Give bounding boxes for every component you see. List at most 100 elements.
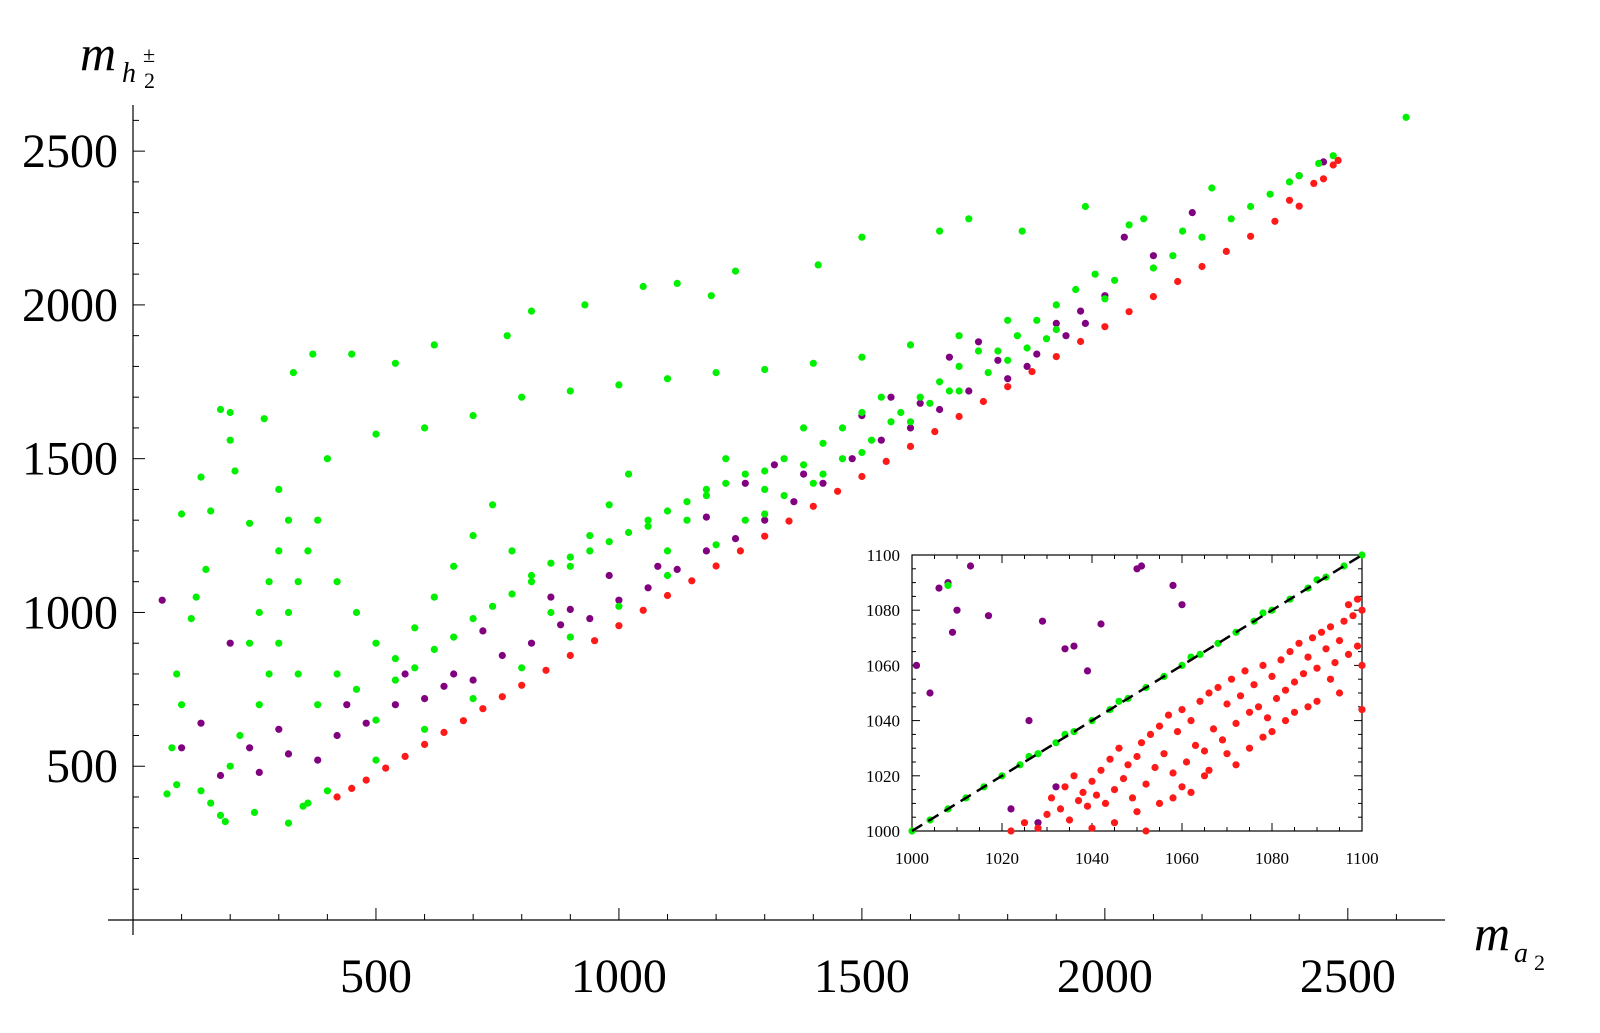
data-point: [1295, 172, 1303, 180]
inset-data-point: [1034, 824, 1042, 832]
data-point: [615, 381, 623, 389]
inset-data-point: [1358, 706, 1366, 714]
inset-data-point: [1034, 819, 1042, 827]
data-point: [265, 578, 273, 586]
inset-y-tick-label: 1080: [866, 601, 900, 620]
data-point: [906, 418, 915, 426]
data-point: [372, 756, 380, 764]
inset-data-point: [1137, 739, 1146, 747]
data-point: [391, 359, 399, 367]
inset-data-point: [1205, 689, 1213, 697]
data-point: [761, 467, 769, 475]
data-point: [819, 470, 827, 478]
inset-data-point: [1304, 653, 1312, 661]
inset-data-point: [1250, 681, 1258, 689]
data-point: [498, 693, 506, 701]
data-point: [868, 436, 876, 444]
inset-data-point: [1326, 675, 1335, 683]
data-point: [615, 602, 623, 610]
y-axis-label-var: m: [80, 25, 116, 81]
data-point: [916, 399, 924, 407]
inset-data-point: [1043, 810, 1051, 819]
data-point: [882, 457, 890, 465]
data-point: [255, 608, 263, 617]
data-point: [527, 307, 536, 315]
main-axes: [108, 105, 1445, 935]
data-point: [1329, 161, 1337, 169]
data-point: [352, 608, 361, 617]
data-point: [1004, 356, 1012, 364]
data-point: [586, 547, 594, 555]
data-point: [1208, 184, 1216, 192]
inset-data-point: [1353, 595, 1362, 603]
data-point: [163, 790, 171, 798]
inset-data-point: [1196, 650, 1204, 659]
data-point: [688, 577, 696, 585]
data-point: [906, 442, 915, 450]
data-point: [284, 750, 293, 758]
inset-x-tick-label: 1020: [985, 849, 1019, 868]
data-point: [790, 498, 798, 506]
data-point: [1101, 323, 1109, 331]
data-point: [566, 605, 574, 614]
data-point: [722, 479, 730, 487]
inset-data-point: [1110, 819, 1119, 827]
inset-y-tick-label: 1020: [866, 767, 900, 786]
data-point: [702, 547, 711, 555]
data-point: [314, 701, 322, 709]
inset-chart: 1000 1020 1040 1060 1080 1100 1000 1020 1040 1060…: [866, 546, 1379, 868]
data-point: [1315, 159, 1323, 167]
data-point: [1227, 215, 1235, 223]
data-point: [877, 393, 885, 401]
inset-data-point: [1200, 772, 1209, 780]
data-point: [275, 485, 283, 493]
data-point: [965, 215, 973, 223]
data-point: [936, 378, 944, 386]
data-point: [1222, 247, 1230, 255]
data-point: [838, 455, 847, 463]
data-point: [294, 578, 302, 586]
inset-diagonal-reference-line: [911, 553, 1363, 833]
inset-x-tick-label: 1080: [1255, 849, 1289, 868]
data-point: [945, 387, 954, 395]
data-point: [644, 522, 652, 530]
data-point: [1042, 335, 1051, 343]
inset-data-point: [1146, 730, 1155, 739]
data-point: [333, 578, 341, 586]
data-point: [372, 430, 380, 438]
data-point: [858, 472, 866, 481]
data-point: [207, 799, 215, 807]
data-point: [173, 670, 181, 678]
inset-data-point: [1209, 725, 1218, 733]
data-point: [216, 771, 225, 780]
inset-data-point: [1038, 617, 1047, 625]
data-point: [858, 448, 866, 457]
data-point: [391, 676, 399, 684]
data-point: [1149, 252, 1157, 260]
data-point: [421, 740, 429, 749]
data-point: [741, 479, 749, 487]
inset-data-point: [1335, 637, 1344, 645]
data-point: [897, 408, 905, 417]
inset-data-point: [1128, 794, 1137, 802]
data-point: [761, 516, 769, 524]
data-point: [955, 332, 963, 340]
inset-data-point: [1164, 711, 1173, 719]
inset-data-point: [1322, 645, 1330, 653]
data-point: [362, 719, 370, 727]
data-point: [348, 784, 356, 793]
inset-data-point: [1281, 717, 1290, 725]
data-point: [430, 341, 438, 349]
inset-data-point: [926, 689, 934, 697]
inset-data-point: [1331, 659, 1339, 667]
data-point: [421, 725, 429, 733]
inset-data-point: [1169, 769, 1177, 777]
x-tick-label: 2500: [1300, 950, 1396, 1003]
data-point: [391, 701, 399, 709]
data-point: [284, 608, 293, 617]
data-point: [250, 808, 259, 817]
data-point: [255, 768, 263, 777]
main-tick-labels: 500 1000 1500 2000 2500 500 1000 1500 2000 2500: [22, 125, 1396, 1003]
data-point: [1149, 293, 1157, 301]
x-axis-label: m a 2: [1474, 905, 1545, 975]
